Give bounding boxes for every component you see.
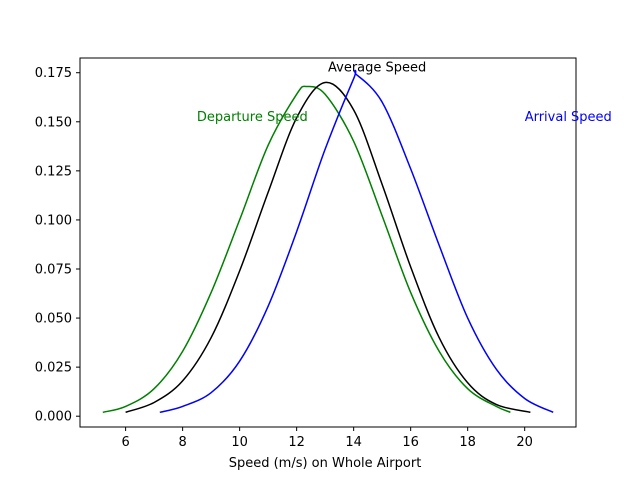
y-tick-label: 0.050 <box>35 312 72 327</box>
plot-area <box>80 58 576 427</box>
y-axis: 0.000 0.025 0.050 0.075 0.100 0.125 0.150 0.175 <box>35 66 80 425</box>
x-tick-label: 10 <box>231 435 248 450</box>
annotations: Departure Speed Average Speed Arrival Spee… <box>197 60 612 124</box>
annotation-departure-speed: Departure Speed <box>197 110 308 125</box>
x-tick-label: 8 <box>178 435 186 450</box>
x-tick-label: 12 <box>288 435 305 450</box>
y-tick-label: 0.150 <box>35 115 72 130</box>
series-line-average-speed <box>125 81 531 414</box>
x-tick-label: 20 <box>516 435 533 450</box>
series-line-arrival-speed <box>159 69 554 414</box>
x-axis: 6 8 10 12 14 16 18 20 <box>121 427 533 450</box>
y-tick-label: 0.000 <box>35 410 72 425</box>
y-tick-label: 0.175 <box>35 66 72 81</box>
y-tick-label: 0.025 <box>35 361 72 376</box>
plot-frame <box>79 57 577 428</box>
series-layer <box>102 69 554 414</box>
series-line-departure-speed <box>102 85 511 414</box>
annotation-average-speed: Average Speed <box>328 60 426 75</box>
y-tick-label: 0.075 <box>35 262 72 277</box>
x-tick-label: 6 <box>121 435 129 450</box>
x-tick-label: 18 <box>459 435 476 450</box>
annotation-arrival-speed: Arrival Speed <box>525 110 612 125</box>
y-tick-label: 0.125 <box>35 164 72 179</box>
x-tick-label: 16 <box>402 435 419 450</box>
y-tick-label: 0.100 <box>35 213 72 228</box>
x-axis-label: Speed (m/s) on Whole Airport <box>229 456 422 471</box>
x-tick-label: 14 <box>345 435 362 450</box>
